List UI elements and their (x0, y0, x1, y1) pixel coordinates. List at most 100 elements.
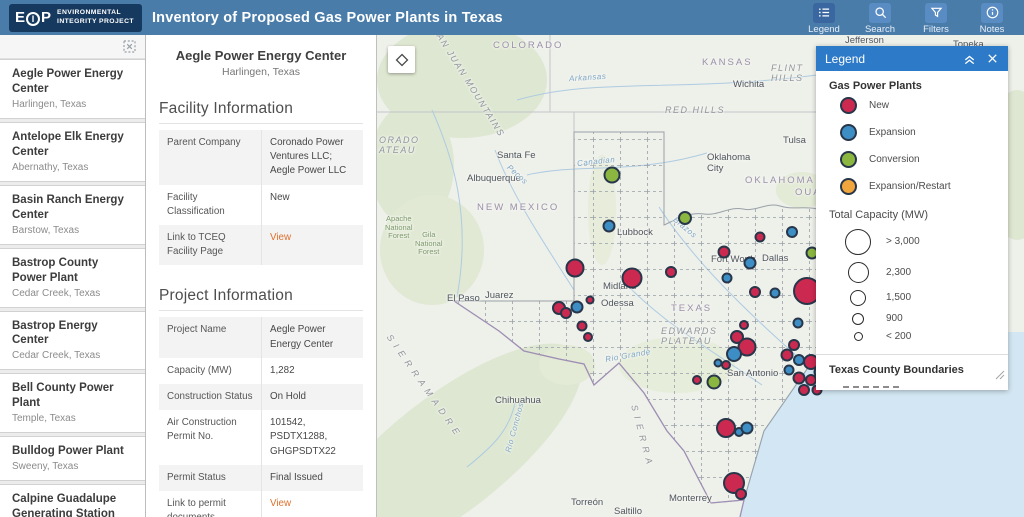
field-value: On Hold (261, 384, 363, 411)
search-icon (869, 2, 891, 23)
nav-search-button[interactable]: Search (854, 1, 906, 35)
plant-marker-expansion[interactable] (726, 346, 742, 362)
default-extent-button[interactable] (388, 46, 415, 73)
plant-marker-expansion[interactable] (713, 358, 723, 368)
capacity-circle-column (838, 312, 878, 325)
plant-marker-new[interactable] (576, 320, 588, 332)
plant-marker-expansion[interactable] (783, 364, 795, 376)
plant-marker-expansion[interactable] (570, 300, 584, 314)
view-link[interactable]: View (261, 225, 363, 266)
nav-legend-button[interactable]: Legend (798, 1, 850, 35)
plant-name: Calpine Guadalupe Generating Station (12, 493, 117, 517)
detail-subtitle: Harlingen, Texas (221, 66, 301, 78)
plant-marker-new[interactable] (621, 267, 643, 289)
plant-marker-new[interactable] (735, 488, 747, 500)
plant-marker-new[interactable] (585, 295, 595, 305)
capacity-circle-column (838, 332, 878, 341)
legend-capacity-row: 1,500 (838, 286, 1008, 309)
list-item[interactable]: Bell County Power Plant Temple, Texas (0, 373, 145, 434)
plant-location: Abernathy, Texas (12, 161, 89, 173)
view-link[interactable]: View (261, 491, 363, 517)
default-extent-icon (395, 53, 408, 66)
plant-name: Aegle Power Energy Center (12, 68, 124, 95)
expansion-restart-swatch-icon (840, 178, 857, 195)
map-canvas[interactable]: Jefferson Topeka COLORADO KANSAS FLINT HILLS… (377, 35, 1024, 517)
plant-marker-new[interactable] (583, 332, 593, 342)
plant-marker-expansion[interactable] (743, 256, 757, 270)
plant-marker-expansion[interactable] (721, 272, 733, 284)
list-item[interactable]: Bastrop County Power Plant Cedar Creek, T… (0, 247, 145, 308)
list-item[interactable]: Calpine Guadalupe Generating StationMari… (0, 484, 145, 517)
legend-panel-title: Legend (825, 51, 866, 66)
plant-marker-new[interactable] (565, 258, 585, 278)
resize-handle-icon[interactable] (995, 367, 1005, 385)
legend-capacity-label: 2,300 (886, 266, 912, 278)
list-item[interactable]: Basin Ranch Energy Center Barstow, Texas (0, 184, 145, 245)
plant-marker-new[interactable] (560, 307, 572, 319)
legend-category-label: New (869, 100, 890, 111)
county-boundary-dash-sample (843, 386, 899, 388)
collapse-icon[interactable] (962, 51, 977, 66)
plant-marker-new[interactable] (780, 348, 794, 362)
nav-filters-button[interactable]: Filters (910, 1, 962, 35)
plant-marker-new[interactable] (716, 418, 736, 438)
plant-marker-new[interactable] (721, 360, 731, 370)
plant-marker-expansion[interactable] (786, 226, 798, 238)
nav-notes-button[interactable]: Notes (966, 1, 1018, 35)
section-heading: Project Information (159, 287, 363, 312)
plant-marker-new[interactable] (692, 375, 702, 385)
info-row: Air Construction Permit No. 101542, PSDTX… (159, 410, 363, 465)
plant-marker-new[interactable] (665, 266, 677, 278)
legend-panel: Legend Gas Power Plants New Expansion Conv… (816, 46, 1008, 390)
capacity-circle-icon (852, 312, 864, 325)
eip-org-name: ENVIRONMENTAL INTEGRITY PROJECT (57, 9, 134, 25)
field-label: Construction Status (167, 391, 253, 403)
plant-marker-expansion[interactable] (769, 287, 781, 299)
deselect-icon[interactable] (123, 40, 136, 53)
plant-location: Temple, Texas (12, 413, 76, 425)
field-label: Permit Status (167, 471, 226, 483)
plant-name: Bastrop County Power Plant (12, 256, 99, 284)
legend-panel-header[interactable]: Legend (816, 46, 1008, 71)
plant-marker-new[interactable] (749, 286, 761, 298)
field-value: New (261, 184, 363, 226)
legend-category-row: New (840, 92, 1008, 119)
plant-location: Cedar Creek, Texas (12, 350, 101, 362)
list-item[interactable]: Bastrop Energy Center Cedar Creek, Texas (0, 310, 145, 371)
plant-marker-expansion[interactable] (792, 317, 804, 329)
plant-name: Basin Ranch Energy Center (12, 193, 124, 221)
info-row: Permit Status Final Issued (159, 464, 363, 492)
close-icon[interactable] (986, 52, 999, 65)
nav-label: Filters (923, 23, 949, 35)
plant-marker-new[interactable] (754, 231, 766, 243)
legend-boundaries-heading: Texas County Boundaries (829, 364, 964, 376)
detail-sections: Facility Information Parent Company Corona… (146, 100, 376, 517)
plant-marker-new[interactable] (788, 339, 800, 351)
info-table: Project Name Aegle Power Energy Center Cap… (159, 317, 363, 517)
plant-marker-new[interactable] (792, 371, 806, 385)
plant-marker-conversion[interactable] (706, 374, 722, 390)
list-item[interactable]: Bulldog Power Plant Sweeny, Texas (0, 436, 145, 482)
info-row: Link to permit documents View (159, 491, 363, 517)
info-row: Parent Company Coronado Power Ventures LL… (159, 130, 363, 185)
nav-label: Notes (979, 23, 1005, 35)
plant-location: Sweeny, Texas (12, 461, 79, 473)
plant-marker-conversion[interactable] (603, 166, 621, 184)
list-item[interactable]: Antelope Elk Energy Center Abernathy, Tex… (0, 121, 145, 182)
plant-marker-expansion[interactable] (602, 219, 616, 233)
legend-divider (816, 354, 1008, 355)
plant-marker-conversion[interactable] (678, 211, 692, 225)
plant-marker-new[interactable] (717, 245, 731, 259)
legend-category-label: Conversion (869, 154, 920, 165)
detail-title: Aegle Power Energy Center (175, 48, 347, 63)
field-label: Link to permit documents (167, 498, 226, 517)
capacity-circle-column (838, 228, 878, 255)
plant-marker-new[interactable] (739, 320, 749, 330)
plant-location: Barstow, Texas (12, 224, 80, 236)
list-item[interactable]: Aegle Power Energy Center Harlingen, Texa… (0, 59, 145, 119)
plant-marker-new[interactable] (798, 384, 810, 396)
plant-marker-expansion[interactable] (740, 421, 754, 435)
conversion-swatch-icon (840, 151, 857, 168)
legend-category-list: New Expansion Conversion Expansion/Restart (816, 92, 1008, 200)
